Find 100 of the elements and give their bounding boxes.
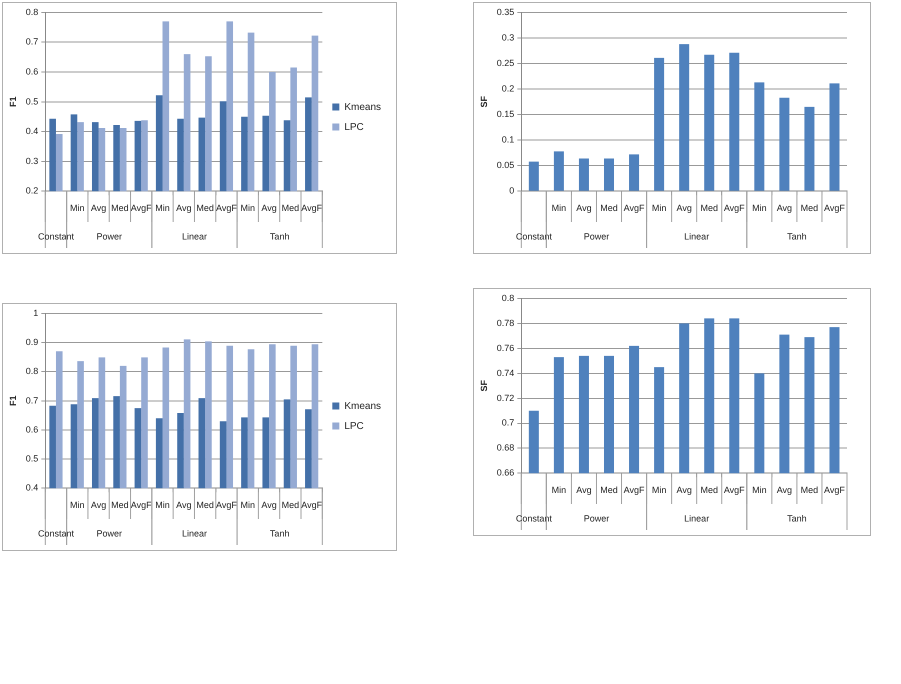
text: Power — [96, 528, 122, 538]
x-tick-label: AvgF — [824, 203, 846, 214]
y-tick-label: 0.8 — [502, 292, 514, 303]
x-tick-label: AvgF — [301, 203, 323, 214]
text: Tanh — [787, 513, 807, 524]
y-tick-label: 0.68 — [496, 442, 514, 453]
bar — [578, 158, 589, 191]
y-tick-label: 0.6 — [26, 424, 38, 434]
x-tick-label: Min — [652, 203, 666, 214]
text: Constant — [516, 231, 552, 242]
text: Tanh — [270, 528, 290, 538]
x-tick-label: Med — [800, 485, 818, 496]
x-tick-label: Min — [155, 203, 170, 214]
x-tick-label: AvgF — [301, 500, 323, 510]
x-tick-label: AvgF — [130, 203, 152, 214]
x-tick-label: Avg — [90, 203, 106, 214]
y-tick-label: 0.7 — [502, 418, 514, 428]
text: Power — [96, 231, 122, 242]
legend-label: Kmeans — [344, 400, 382, 412]
x-tick-label: Avg — [676, 203, 692, 214]
bar — [829, 83, 840, 191]
bar — [704, 54, 714, 191]
text: Power — [584, 513, 610, 524]
legend-label: Kmeans — [344, 102, 382, 113]
y-tick-label: 1 — [33, 308, 38, 318]
y-tick-label: 0.66 — [496, 468, 514, 478]
x-tick-label: AvgF — [724, 203, 746, 214]
x-tick-label: AvgF — [130, 500, 152, 510]
y-tick-label: 0.78 — [496, 318, 514, 328]
x-tick-label: Avg — [90, 500, 106, 510]
bar — [654, 58, 664, 191]
y-tick-label: 0.25 — [496, 58, 514, 68]
x-tick-label: Min — [70, 203, 85, 214]
y-tick-label: 0.05 — [496, 160, 514, 170]
y-tick-label: 0.72 — [496, 392, 514, 403]
y-tick-label: 0.9 — [26, 337, 38, 348]
y-tick-label: 0.4 — [26, 482, 38, 493]
text: Constant — [38, 528, 74, 538]
x-tick-label: Avg — [261, 203, 277, 214]
text: Constant — [38, 231, 74, 242]
x-tick-label: Min — [552, 203, 566, 214]
y-axis-title: SF — [478, 96, 489, 108]
y-tick-label: 0.3 — [502, 32, 514, 42]
x-tick-label: Min — [155, 500, 170, 510]
x-tick-label: AvgF — [624, 203, 645, 214]
bar — [554, 151, 564, 191]
x-tick-label: Avg — [261, 500, 277, 510]
x-tick-label: AvgF — [724, 485, 746, 496]
text: Tanh — [270, 231, 290, 242]
x-tick-label: Avg — [576, 203, 592, 214]
y-tick-label: 0.74 — [496, 368, 514, 378]
x-tick-label: Med — [700, 485, 718, 496]
text: Tanh — [787, 231, 807, 242]
x-tick-label: Avg — [776, 203, 792, 214]
legend-label: LPC — [344, 122, 364, 133]
y-tick-label: 0.7 — [26, 36, 38, 47]
bar — [804, 106, 814, 191]
x-tick-label: AvgF — [216, 500, 238, 510]
y-axis-title: F1 — [8, 396, 18, 406]
text: Constant — [516, 513, 552, 524]
bar — [604, 158, 614, 191]
x-tick-label: Min — [552, 485, 566, 496]
x-tick-label: Avg — [576, 485, 592, 496]
x-tick-label: Med — [196, 203, 214, 214]
y-tick-label: 0.4 — [26, 126, 38, 136]
bar — [729, 52, 740, 191]
x-tick-label: Med — [111, 500, 129, 510]
x-tick-label: Med — [700, 203, 718, 214]
y-tick-label: 0.8 — [26, 6, 38, 17]
x-tick-label: Med — [196, 500, 214, 510]
y-axis-title: SF — [478, 380, 489, 392]
text: Linear — [684, 231, 710, 242]
x-tick-label: Avg — [176, 500, 192, 510]
x-tick-label: Med — [282, 203, 300, 214]
y-tick-label: 0.35 — [496, 6, 514, 17]
bar — [754, 82, 764, 191]
bar — [779, 98, 790, 191]
x-tick-label: Med — [282, 500, 300, 510]
text: Linear — [182, 528, 207, 538]
x-tick-label: Min — [752, 203, 767, 214]
bar — [679, 44, 690, 191]
y-tick-label: 0.2 — [502, 84, 514, 94]
x-tick-label: AvgF — [216, 203, 238, 214]
x-tick-label: Avg — [176, 203, 192, 214]
x-tick-label: Avg — [676, 485, 692, 496]
bar — [528, 162, 539, 191]
x-tick-label: Min — [70, 500, 85, 510]
y-tick-label: 0.5 — [26, 454, 38, 464]
x-tick-label: AvgF — [624, 485, 645, 496]
legend-label: LPC — [344, 420, 364, 432]
y-tick-label: 0.1 — [502, 134, 514, 145]
y-tick-label: 0.7 — [26, 395, 38, 406]
y-tick-label: 0.3 — [26, 156, 38, 166]
x-tick-label: AvgF — [824, 485, 846, 496]
y-tick-label: 0.2 — [26, 186, 38, 196]
x-tick-label: Min — [752, 485, 767, 496]
x-tick-label: Med — [600, 485, 618, 496]
text: Linear — [182, 231, 207, 242]
x-tick-label: Med — [111, 203, 129, 214]
y-tick-label: 0.6 — [26, 66, 38, 76]
